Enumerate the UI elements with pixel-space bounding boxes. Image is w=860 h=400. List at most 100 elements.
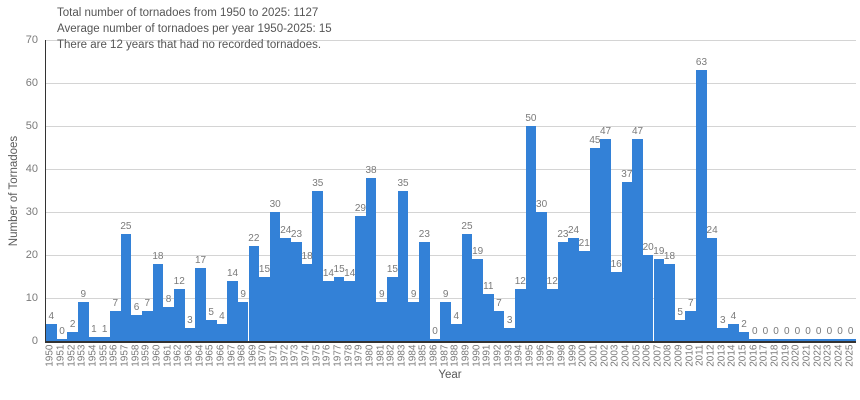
bar-2024 (834, 338, 846, 341)
bar-1968 (237, 302, 249, 341)
bar-2008 (664, 263, 675, 341)
bar-1985 (419, 242, 430, 341)
y-tick-label-20: 20 (25, 248, 38, 261)
bar-1995 (525, 126, 537, 341)
bar-value-label-1985: 23 (418, 229, 430, 241)
y-tick-label-0: 0 (31, 334, 38, 347)
bar-1993 (504, 328, 515, 341)
plot-area: 4 0 2 9 1 1 7 25 6 7 18 8 12 3 17 5 4 14 9 22 15 30 24 23 18 35 14… (45, 40, 856, 343)
bar-2023 (824, 338, 835, 341)
bar-value-label-1953: 9 (80, 289, 87, 301)
bar-2004 (621, 181, 633, 341)
bar-value-label-1977: 15 (333, 263, 345, 275)
gridline-y-60 (46, 83, 856, 84)
bar-2013 (717, 328, 729, 341)
gridline-y-10 (46, 298, 856, 299)
summary-line-zero-years: There are 12 years that had no recorded … (57, 39, 322, 51)
bar-1991 (482, 293, 494, 341)
bar-1964 (195, 267, 206, 341)
bar-value-label-1999: 24 (568, 224, 580, 236)
bar-value-label-1984: 9 (410, 289, 417, 301)
bar-value-label-2024: 0 (837, 325, 843, 337)
bar-1966 (216, 323, 228, 341)
bar-1994 (514, 289, 526, 341)
bar-value-label-1998: 23 (557, 229, 569, 241)
bar-value-label-1973: 23 (290, 229, 303, 241)
bar-1950 (46, 323, 57, 341)
bar-value-label-1965: 5 (208, 306, 214, 318)
bar-value-label-1956: 7 (112, 297, 119, 309)
bar-value-label-1994: 12 (514, 276, 526, 288)
bar-2025 (845, 338, 856, 341)
bar-1969 (248, 246, 260, 341)
bar-value-label-1972: 24 (280, 224, 292, 236)
bar-2003 (610, 272, 622, 341)
bar-value-label-1970: 15 (258, 263, 271, 275)
bar-1971 (269, 212, 281, 341)
bar-2010 (685, 310, 697, 341)
bar-value-label-1957: 25 (120, 220, 132, 232)
bar-value-label-2006: 20 (642, 242, 654, 253)
bar-value-label-1981: 9 (378, 289, 385, 301)
bar-value-label-1958: 6 (133, 302, 140, 314)
bar-1951 (56, 338, 68, 341)
bar-value-label-2017: 0 (762, 325, 769, 337)
bar-value-label-1987: 9 (442, 289, 449, 301)
gridline-y-50 (46, 126, 856, 127)
bar-value-label-2001: 45 (589, 134, 601, 146)
bar-value-label-2023: 0 (826, 325, 833, 337)
bar-2011 (696, 70, 707, 341)
bar-value-label-1969: 22 (248, 233, 260, 245)
bar-value-label-1996: 30 (536, 199, 548, 210)
bar-1987 (440, 302, 451, 341)
bar-value-label-2014: 4 (730, 310, 737, 322)
bar-value-label-2019: 0 (783, 325, 790, 337)
bar-1992 (493, 310, 505, 341)
bar-2019 (781, 338, 793, 341)
bar-2000 (578, 250, 590, 341)
bar-1977 (333, 276, 345, 341)
bar-value-label-1993: 3 (506, 315, 513, 327)
bar-value-label-2008: 18 (663, 250, 676, 262)
summary-line-average: Average number of tornadoes per year 195… (57, 23, 332, 35)
bar-1954 (88, 336, 100, 341)
chart-summary-text: Total number of tornadoes from 1950 to 2… (57, 5, 332, 53)
bar-value-label-1992: 7 (496, 297, 502, 309)
bar-value-label-1995: 50 (525, 113, 537, 124)
bar-value-label-1989: 25 (461, 220, 473, 232)
bar-value-label-2012: 24 (706, 224, 718, 236)
bar-2016 (749, 338, 761, 341)
bar-value-label-2025: 0 (847, 325, 854, 337)
bar-1953 (77, 302, 89, 341)
y-tick-label-70: 70 (25, 33, 38, 46)
bar-value-label-1967: 14 (226, 267, 239, 279)
bar-value-label-1960: 18 (152, 250, 164, 262)
bar-value-label-1997: 12 (546, 276, 558, 288)
bar-value-label-1950: 4 (48, 310, 55, 322)
bar-value-label-2021: 0 (805, 325, 811, 337)
bar-1996 (536, 212, 547, 341)
bar-value-label-2020: 0 (794, 325, 801, 337)
bar-2020 (792, 338, 803, 341)
bar-value-label-2016: 0 (751, 325, 758, 337)
bar-2018 (770, 338, 782, 341)
bar-1958 (131, 315, 142, 341)
gridline-y-40 (46, 169, 856, 170)
bar-value-label-2002: 47 (599, 125, 612, 137)
bar-value-label-1982: 15 (386, 263, 398, 275)
bar-value-label-1990: 19 (472, 246, 484, 258)
summary-line-total: Total number of tornadoes from 1950 to 2… (57, 7, 319, 19)
bar-1988 (451, 323, 462, 341)
bar-2015 (738, 332, 750, 341)
gridline-y-70 (46, 40, 856, 41)
bar-1978 (344, 280, 356, 341)
bar-value-label-1979: 29 (354, 203, 366, 215)
bar-value-label-1983: 35 (397, 177, 409, 189)
bar-1959 (141, 310, 153, 341)
bar-value-label-1974: 18 (301, 250, 313, 262)
bar-1981 (376, 302, 388, 341)
bar-1970 (259, 276, 270, 341)
bar-value-label-2004: 37 (621, 168, 633, 180)
bar-value-label-1978: 14 (344, 267, 356, 279)
